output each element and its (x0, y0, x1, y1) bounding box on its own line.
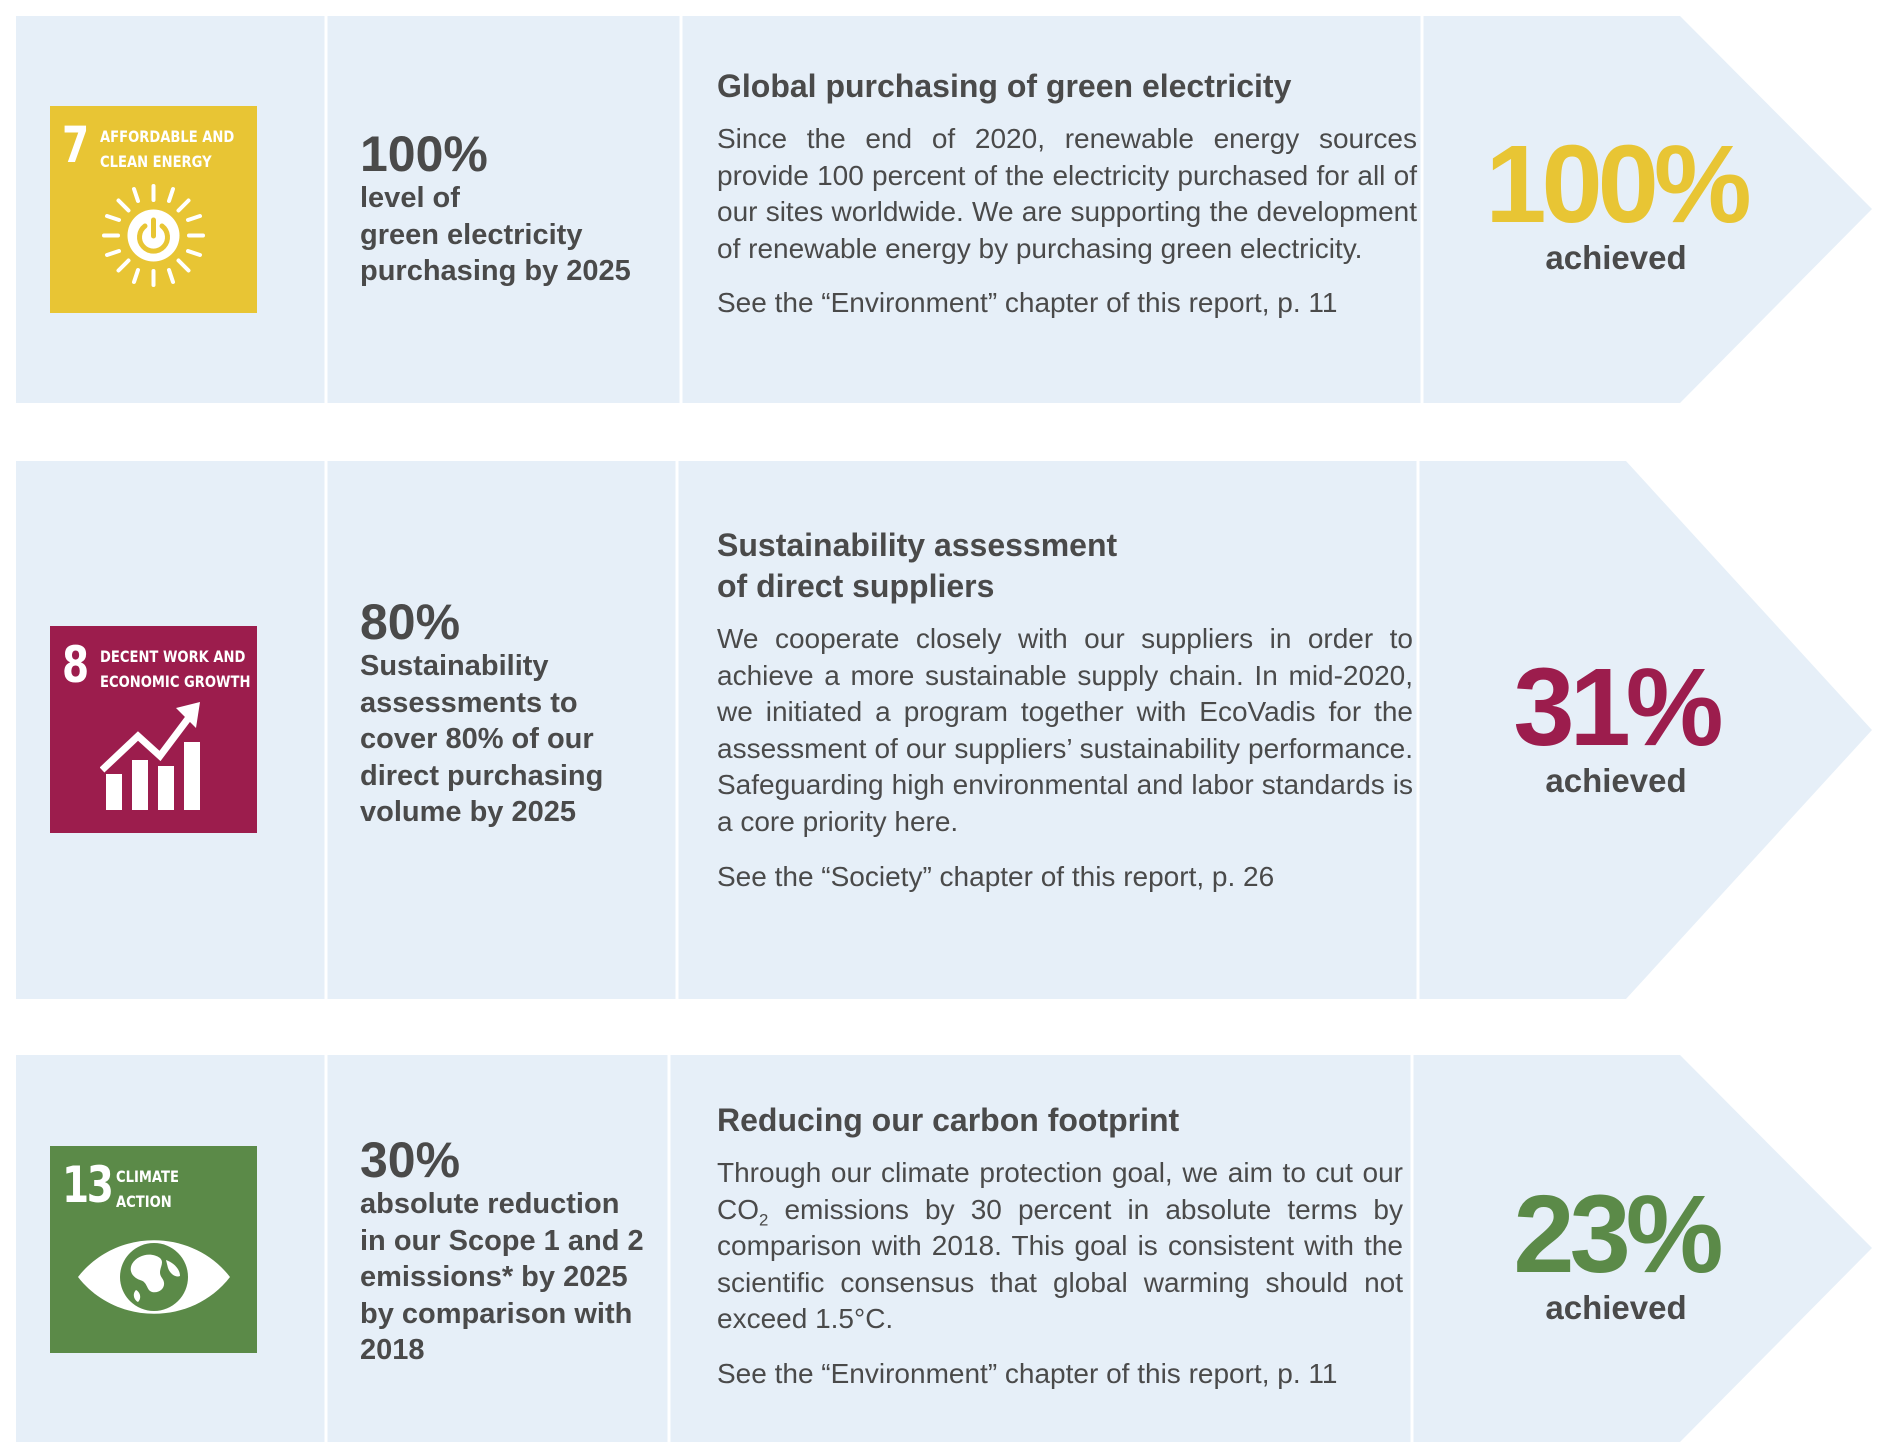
target-text: 30% absolute reduction in our Scope 1 an… (360, 1134, 670, 1369)
goal-title: Global purchasing of green electricity (717, 68, 1292, 104)
sdg-number: 8 (62, 636, 89, 694)
goal-row-supplier-assessment: 8 DECENT WORK AND ECONOMIC GROWTH 80% Su… (16, 461, 1872, 999)
target-percent: 100% (360, 126, 488, 182)
row-background-arrow (16, 16, 1872, 403)
sdg-number: 7 (62, 116, 89, 174)
goal-title: Sustainability assessment of direct supp… (717, 527, 1118, 604)
sdg-label: DECENT WORK AND ECONOMIC GROWTH (100, 647, 251, 691)
chapter-reference: See the “Environment” chapter of this re… (717, 287, 1338, 319)
chapter-reference: See the “Environment” chapter of this re… (717, 1357, 1338, 1389)
sun-power-icon (102, 184, 205, 287)
achievement-value: 100% (1485, 123, 1751, 246)
achievement-result: 100% achieved (1436, 130, 1796, 276)
goal-row-green-electricity: 7 AFFORDABLE AND CLEAN ENERGY (16, 16, 1872, 403)
goal-body: Since the end of 2020, renewable energy … (717, 123, 1417, 264)
achievement-label: achieved (1545, 1289, 1687, 1326)
sdg-13-badge: 13 CLIMATE ACTION (50, 1146, 257, 1353)
achievement-label: achieved (1545, 239, 1687, 276)
target-percent: 80% (360, 594, 461, 650)
achievement-label: achieved (1545, 762, 1687, 799)
achievement-result: 23% achieved (1436, 1180, 1796, 1326)
achievement-value: 23% (1513, 1173, 1723, 1296)
sdg-label: AFFORDABLE AND CLEAN ENERGY (100, 127, 235, 171)
chapter-reference: See the “Society” chapter of this report… (717, 860, 1275, 892)
goal-body: Through our climate protection goal, we … (717, 1157, 1403, 1335)
goal-body: We cooperate closely with our suppliers … (717, 623, 1413, 837)
goal-description: Sustainability assessment of direct supp… (717, 525, 1413, 895)
sdg-number: 13 (62, 1156, 114, 1214)
target-text: 80% Sustainability assessments to cover … (360, 596, 670, 831)
goal-description: Reducing our carbon footprint Through ou… (717, 1100, 1403, 1393)
growth-chart-icon (100, 702, 200, 810)
achievement-value: 31% (1513, 646, 1723, 769)
target-percent: 30% (360, 1132, 461, 1188)
row-background-arrow (16, 1055, 1872, 1442)
sdg-8-badge: 8 DECENT WORK AND ECONOMIC GROWTH (50, 626, 257, 833)
eye-globe-icon (78, 1240, 230, 1314)
sdg-label: CLIMATE ACTION (116, 1167, 179, 1211)
goal-description: Global purchasing of green electricity S… (717, 66, 1417, 322)
achievement-result: 31% achieved (1436, 653, 1796, 799)
target-text: 100% level of green electricity purchasi… (360, 128, 670, 290)
goal-title: Reducing our carbon footprint (717, 1102, 1180, 1138)
sdg-7-badge: 7 AFFORDABLE AND CLEAN ENERGY (50, 106, 257, 313)
goal-row-carbon-footprint: 13 CLIMATE ACTION 30% absolute reduction… (16, 1055, 1872, 1442)
row-background-arrow (16, 461, 1872, 999)
